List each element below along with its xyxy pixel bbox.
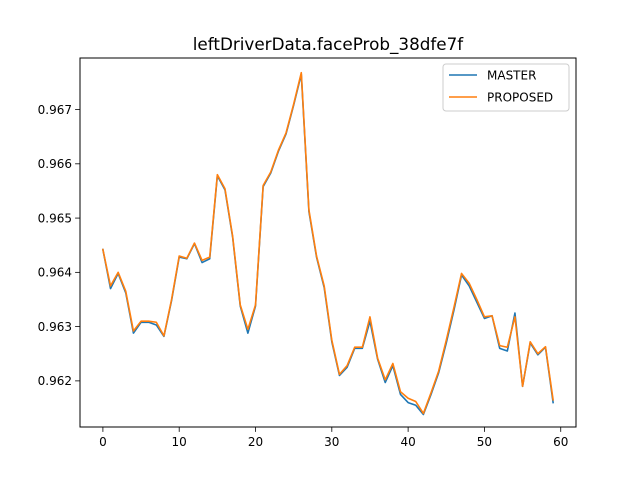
chart-title: leftDriverData.faceProb_38dfe7f [193, 34, 465, 55]
y-tick-label: 0.965 [38, 211, 72, 225]
y-tick-label: 0.963 [38, 320, 72, 334]
y-tick-label: 0.966 [38, 157, 72, 171]
legend-label-proposed: PROPOSED [487, 91, 553, 105]
x-axis-ticks: 0 10 20 30 40 50 60 [99, 427, 568, 449]
series-line-proposed [101, 71, 555, 415]
x-tick-label: 30 [324, 435, 339, 449]
x-tick-label: 20 [248, 435, 263, 449]
y-tick-label: 0.964 [38, 266, 72, 280]
x-tick-label: 10 [172, 435, 187, 449]
legend: MASTER PROPOSED [442, 63, 570, 112]
x-tick-label: 60 [553, 435, 568, 449]
x-tick-label: 50 [477, 435, 492, 449]
series-lines [101, 71, 555, 416]
x-tick-label: 0 [99, 435, 107, 449]
y-tick-label: 0.962 [38, 374, 72, 388]
y-tick-label: 0.967 [38, 103, 72, 117]
x-tick-label: 40 [400, 435, 415, 449]
plot-area-frame [79, 57, 577, 428]
y-axis-ticks: 0.962 0.963 0.964 0.965 0.966 0.967 [38, 103, 80, 388]
legend-label-master: MASTER [487, 69, 536, 83]
